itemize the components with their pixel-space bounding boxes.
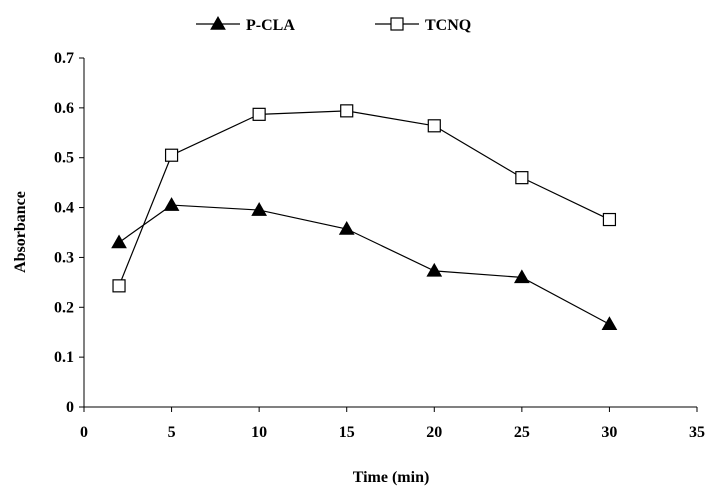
legend-item: TCNQ xyxy=(375,17,471,34)
data-point xyxy=(601,316,618,330)
data-point xyxy=(515,171,529,185)
data-point xyxy=(163,197,180,211)
x-axis-title: Time (min) xyxy=(353,469,430,486)
y-tick-label: 0.1 xyxy=(54,349,74,366)
data-point xyxy=(602,212,617,227)
data-point xyxy=(340,104,354,118)
legend-label: P-CLA xyxy=(246,17,295,34)
x-tick-label: 20 xyxy=(426,424,442,441)
data-point xyxy=(427,119,441,133)
x-tick-label: 15 xyxy=(339,424,355,441)
x-tick-label: 35 xyxy=(689,424,705,441)
x-tick-label: 0 xyxy=(80,424,88,441)
legend-item: P-CLA xyxy=(196,15,295,34)
legend-marker xyxy=(210,15,226,30)
series-layer xyxy=(111,104,618,330)
data-point xyxy=(513,269,530,284)
x-tick-label: 10 xyxy=(251,424,267,441)
series-line xyxy=(118,110,610,287)
y-tick-label: 0 xyxy=(66,399,74,416)
data-point xyxy=(112,279,126,293)
y-axis-title: Absorbance xyxy=(12,191,29,273)
axes: 0 0.1 0.2 0.3 0.4 0.5 0.6 0.7 0 5 10 15 20 25 30 35 xyxy=(54,50,705,441)
y-tick-label: 0.6 xyxy=(54,100,74,117)
data-point xyxy=(426,262,443,277)
legend-label: TCNQ xyxy=(425,17,471,34)
legend-marker xyxy=(390,17,404,31)
y-tick-label: 0.7 xyxy=(54,50,74,67)
data-point xyxy=(251,202,268,216)
series-tcnq xyxy=(112,104,617,293)
series-p-cla xyxy=(111,197,618,330)
x-tick-label: 25 xyxy=(514,424,530,441)
data-point xyxy=(252,107,266,121)
legend: P-CLA TCNQ xyxy=(196,15,471,34)
data-point xyxy=(338,221,355,235)
y-tick-label: 0.4 xyxy=(54,200,74,217)
series-line xyxy=(118,204,610,325)
x-tick-label: 30 xyxy=(601,424,617,441)
x-tick-label: 5 xyxy=(168,424,176,441)
y-tick-label: 0.5 xyxy=(54,150,74,167)
data-point xyxy=(111,234,127,249)
data-point xyxy=(164,148,179,162)
y-tick-label: 0.3 xyxy=(54,249,74,266)
y-tick-label: 0.2 xyxy=(54,299,74,316)
